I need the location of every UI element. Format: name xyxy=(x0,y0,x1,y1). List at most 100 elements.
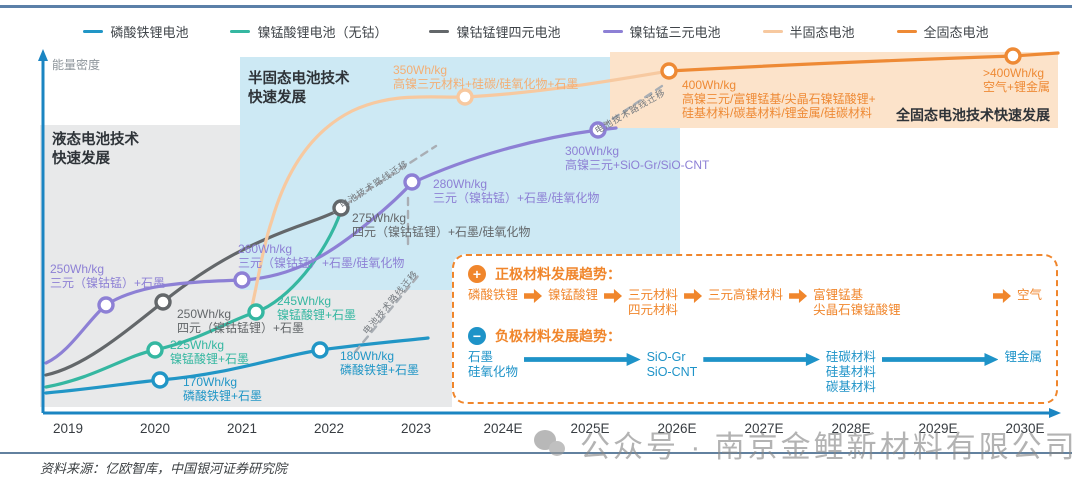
x-axis-arrowhead xyxy=(1049,408,1061,418)
legend-swatch xyxy=(762,29,783,34)
arrow-right-icon xyxy=(789,289,808,303)
point-label-line: 高镍三元/富锂锰基/尖晶石镍锰酸锂+ xyxy=(682,92,876,106)
point-label-line: 镍锰酸锂+石墨 xyxy=(277,308,357,322)
data-point-marker xyxy=(1004,47,1022,65)
legend-item: 镍钴锰锂四元电池 xyxy=(429,22,561,41)
x-tick: 2029E xyxy=(918,421,958,436)
legend-swatch xyxy=(602,29,623,34)
point-label-line: 400Wh/kg xyxy=(682,78,737,92)
top-border-rule xyxy=(0,5,1072,8)
data-point-marker xyxy=(311,341,329,359)
point-label: 250Wh/kg 三元（镍钴锰）+石墨 xyxy=(50,262,165,290)
legend-item: 镍锰酸锂电池（无钴） xyxy=(230,22,387,41)
chain-step: 三元材料 四元材料 xyxy=(628,288,679,317)
x-tick: 2025E xyxy=(570,421,610,436)
legend-label: 全固态电池 xyxy=(923,25,989,40)
x-tick: 2022 xyxy=(313,421,345,436)
legend-label: 镍钴锰三元电池 xyxy=(629,25,721,40)
data-point-marker xyxy=(97,296,115,314)
chain-step: 磷酸铁锂 xyxy=(468,288,519,302)
data-point-marker xyxy=(233,271,251,289)
migration-dash-1 xyxy=(332,144,438,214)
point-label-line: 三元（镍钴锰）+石墨/硅氧化物 xyxy=(238,256,405,270)
legend-label: 半固态电池 xyxy=(789,25,855,40)
point-label-line: 四元（镍钴锰锂）+石墨 xyxy=(177,321,305,335)
x-tick: 2028E xyxy=(831,421,871,436)
point-label-line: 275Wh/kg xyxy=(352,211,407,225)
chain-step: 锂金属 xyxy=(1004,350,1042,364)
region-label-semisolid: 半固态电池技术 快速发展 xyxy=(248,71,350,106)
x-tick: 2026E xyxy=(657,421,697,436)
data-point-marker xyxy=(589,121,607,139)
point-label: 275Wh/kg 四元（镍钴锰锂）+石墨/硅氧化物 xyxy=(352,211,530,239)
point-label-line: 硅基材料/碳基材料/锂金属/硅碳材料 xyxy=(682,106,873,120)
series-line-lnmo xyxy=(44,209,343,389)
legend-swatch xyxy=(83,29,104,34)
region-label-liquid: 液态电池技术 快速发展 xyxy=(52,132,139,167)
chain-step: 空气 xyxy=(1016,288,1042,302)
point-label-line: >400Wh/kg xyxy=(983,66,1045,80)
arrow-right-icon xyxy=(604,289,623,303)
arrow-right-icon xyxy=(992,289,1011,303)
point-label: 400Wh/kg 高镍三元/富锂锰基/尖晶石镍锰酸锂+ 硅基材料/碳基材料/锂金属/… xyxy=(682,78,876,120)
watermark-text: 公众号 · 南京金鲤新材料有限公司 xyxy=(580,431,1072,464)
point-label-line: 170Wh/kg xyxy=(183,375,238,389)
x-tick: 2021 xyxy=(226,421,258,436)
minus-icon: − xyxy=(468,326,486,345)
y-axis-arrowhead xyxy=(38,49,48,61)
point-label: >400Wh/kg 空气+锂金属 xyxy=(983,66,1050,94)
chain-step: 富锂锰基 尖晶石镍锰酸锂 xyxy=(813,288,901,317)
point-label: 225Wh/kg 镍锰酸锂+石墨 xyxy=(170,338,249,366)
point-label-line: 三元（镍钴锰）+石墨 xyxy=(50,276,166,290)
point-label-line: 350Wh/kg xyxy=(393,63,448,77)
point-label-line: 260Wh/kg xyxy=(238,242,293,256)
cathode-trend-chain: 磷酸铁锂 镍锰酸锂 三元材料 四元材料 三元高镍材料 富锂锰基 尖晶石镍锰酸锂 空气 xyxy=(468,288,1042,318)
point-label-line: 镍锰酸锂+石墨 xyxy=(170,352,250,366)
migration-dash-2 xyxy=(353,274,420,354)
anode-trend-title: 负极材料发展趋势： xyxy=(495,327,621,344)
watermark: 公众号 · 南京金鲤新材料有限公司 xyxy=(534,422,1072,466)
point-label: 300Wh/kg 高镍三元+SiO-Gr/SiO-CNT xyxy=(565,144,709,172)
anode-trend-header: − 负极材料发展趋势： xyxy=(468,326,1042,345)
point-label-line: 300Wh/kg xyxy=(565,144,620,158)
point-label-line: 磷酸铁锂+石墨 xyxy=(340,363,420,377)
data-point-marker xyxy=(146,341,164,359)
x-tick: 2030E xyxy=(1005,421,1045,436)
point-label: 280Wh/kg 三元（镍钴锰）+石墨/硅氧化物 xyxy=(433,177,599,205)
legend-swatch xyxy=(896,29,917,34)
cathode-trend-title: 正极材料发展趋势： xyxy=(495,265,621,282)
materials-trend-panel: + 正极材料发展趋势： 磷酸铁锂 镍锰酸锂 三元材料 四元材料 三元高镍材料 富锂锰基 … xyxy=(452,254,1058,404)
chain-step: 三元高镍材料 xyxy=(708,288,784,302)
point-label-line: 三元（镍钴锰）+石墨/硅氧化物 xyxy=(433,191,600,205)
chain-step: 镍锰酸锂 xyxy=(548,288,599,302)
legend-item: 磷酸铁锂电池 xyxy=(83,22,188,41)
source-note: 资料来源：亿欧智库，中国银河证券研究院 xyxy=(40,461,288,476)
legend-label: 磷酸铁锂电池 xyxy=(110,25,189,40)
arrow-right-icon xyxy=(684,289,703,303)
x-tick: 2024E xyxy=(483,421,523,436)
point-label: 350Wh/kg 高镍三元材料+硅碳/硅氧化物+石墨 xyxy=(393,63,578,91)
point-label: 180Wh/kg 磷酸铁锂+石墨 xyxy=(340,349,419,377)
legend-swatch xyxy=(429,29,450,34)
point-label-line: 180Wh/kg xyxy=(340,349,395,363)
migration-dash-4 xyxy=(600,84,664,128)
point-label: 260Wh/kg 三元（镍钴锰）+石墨/硅氧化物 xyxy=(238,242,404,270)
x-tick: 2027E xyxy=(744,421,784,436)
point-label-line: 高镍三元材料+硅碳/硅氧化物+石墨 xyxy=(393,77,579,91)
x-tick: 2023 xyxy=(400,421,432,436)
point-label: 250Wh/kg 四元（镍钴锰锂）+石墨 xyxy=(177,307,304,335)
data-point-marker xyxy=(660,62,678,80)
anode-trend-chain: 石墨 硅氧化物 SiO-Gr SiO-CNT 硅碳材料 硅基材料 碳基材料 锂金属 xyxy=(468,350,1042,395)
bottom-border-rule xyxy=(0,452,1072,454)
point-label-line: 四元（镍钴锰锂）+石墨/硅氧化物 xyxy=(352,225,531,239)
legend-item: 半固态电池 xyxy=(762,22,855,41)
point-label-line: 磷酸铁锂+石墨 xyxy=(183,389,263,403)
data-point-marker xyxy=(247,303,265,321)
arrow-right-icon xyxy=(703,353,820,366)
series-line-semisolid xyxy=(248,69,671,317)
x-tick: 2019 xyxy=(52,421,84,436)
y-axis-label: 能量密度 xyxy=(52,58,101,72)
region-allsolid xyxy=(610,52,1058,128)
data-point-marker xyxy=(456,88,474,106)
arrow-right-icon xyxy=(881,353,999,366)
